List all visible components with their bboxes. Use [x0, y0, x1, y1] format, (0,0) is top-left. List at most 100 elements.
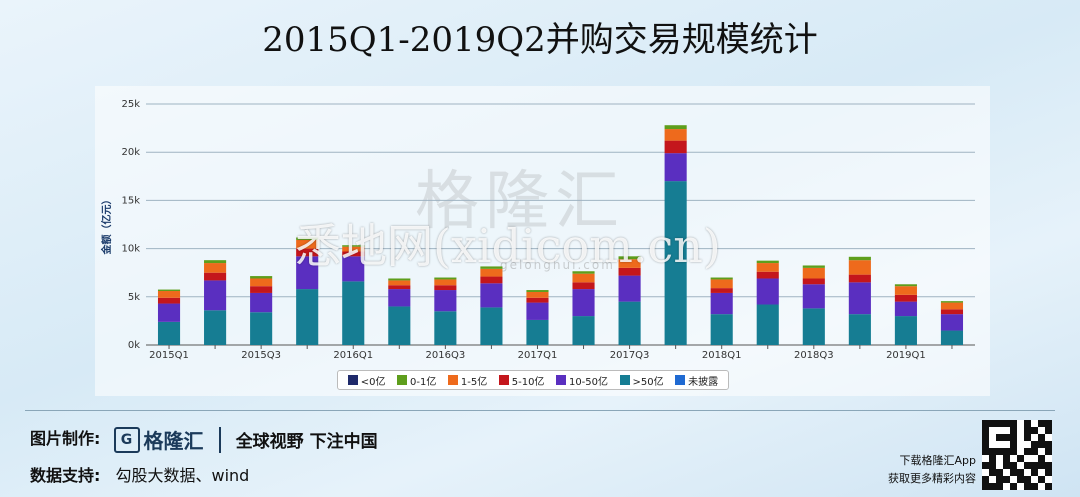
legend-label: <0亿: [360, 376, 386, 388]
bar-segment: [434, 285, 457, 291]
y-tick-label: 5k: [128, 292, 140, 303]
bar-segment: [388, 306, 411, 345]
bar-segment: [434, 279, 457, 286]
app-download-line1: 下载格隆汇App: [899, 454, 977, 467]
bar-segment: [296, 289, 319, 345]
bar-segment: [572, 289, 595, 317]
x-tick-label: 2018Q3: [794, 350, 834, 361]
qr-code-icon[interactable]: [982, 420, 1052, 490]
brand-logo: G 格隆汇: [113, 425, 204, 454]
bar-segment: [296, 237, 319, 240]
bar-segment: [204, 272, 227, 281]
y-tick-label: 20k: [121, 147, 140, 158]
x-tick-label: 2019Q1: [886, 350, 926, 361]
data-support-label: 数据支持:: [30, 466, 101, 485]
bar-segment: [434, 311, 457, 345]
watermark-logo: 格隆汇: [415, 165, 625, 239]
legend-item[interactable]: 未披露: [675, 373, 718, 388]
legend-label: 10-50亿: [568, 376, 609, 388]
bar-segment: [480, 268, 503, 277]
brand-separator: [218, 426, 221, 453]
bar-segment: [940, 309, 964, 315]
bar-segment: [434, 277, 457, 280]
legend-label: 未披露: [688, 376, 719, 388]
bar-segment: [526, 302, 549, 320]
bar-segment: [204, 260, 227, 264]
bar-segment: [802, 278, 825, 285]
chart-legend: <0亿 0-1亿 1-5亿 5-10亿 10-50亿 >50亿 未披露: [337, 370, 729, 390]
bar-segment: [664, 181, 687, 345]
brand-name: 格隆汇: [143, 429, 204, 453]
bar-segment: [157, 291, 181, 298]
bar-segment: [802, 265, 825, 268]
bar-segment: [894, 316, 917, 345]
legend-item[interactable]: 10-50亿: [555, 373, 609, 388]
bar-segment: [894, 294, 917, 302]
x-tick-label: 2017Q1: [518, 350, 558, 361]
x-tick-label: 2015Q3: [241, 350, 281, 361]
bar-segment: [388, 285, 411, 290]
bar-segment: [756, 263, 779, 272]
bar-segment: [756, 260, 779, 264]
bar-segment: [342, 245, 365, 247]
bar-segment: [480, 307, 503, 345]
bar-segment: [802, 284, 825, 309]
bar-segment: [250, 278, 273, 287]
legend-item[interactable]: >50亿: [619, 373, 664, 388]
legend-item[interactable]: <0亿: [347, 373, 386, 388]
bar-segment: [618, 256, 641, 260]
bar-segment: [710, 292, 733, 315]
y-tick-label: 10k: [121, 244, 140, 255]
bar-segment: [802, 308, 825, 345]
legend-item[interactable]: 1-5亿: [447, 373, 487, 388]
legend-swatch: [675, 375, 686, 385]
bar-segment: [157, 321, 181, 345]
watermark-url: gelonghui.com: [500, 258, 615, 272]
bar-segment: [480, 266, 503, 269]
bar-segment: [296, 256, 319, 290]
bar-segment: [940, 301, 964, 303]
bar-segment: [894, 284, 917, 287]
legend-label: 5-10亿: [511, 376, 545, 388]
bar-segment: [664, 153, 687, 182]
brand-mark-icon: G: [113, 426, 140, 453]
bar-segment: [526, 290, 549, 292]
bar-segment: [848, 260, 871, 275]
bar-segment: [710, 314, 733, 345]
bar-segment: [204, 263, 227, 273]
x-tick-label: 2016Q1: [333, 350, 373, 361]
x-tick-label: 2015Q1: [149, 350, 189, 361]
bar-segment: [756, 278, 779, 305]
bar-segment: [848, 282, 871, 315]
bar-segment: [572, 316, 595, 345]
bar-segment: [204, 280, 227, 311]
bar-segment: [342, 251, 365, 257]
legend-item[interactable]: 5-10亿: [498, 373, 545, 388]
bar-segment: [664, 125, 687, 130]
bar-segment: [848, 314, 871, 345]
legend-swatch: [498, 375, 509, 385]
bar-segment: [480, 276, 503, 284]
bar-segment: [526, 297, 549, 303]
bar-segment: [250, 276, 273, 279]
made-by-label: 图片制作:: [30, 429, 101, 448]
bar-segment: [756, 271, 779, 279]
legend-label: >50亿: [632, 376, 664, 388]
x-tick-label: 2017Q3: [610, 350, 650, 361]
bar-segment: [894, 301, 917, 317]
bar-segment: [848, 274, 871, 283]
made-by-row: 图片制作: G 格隆汇 全球视野 下注中国: [30, 425, 378, 454]
legend-swatch: [447, 375, 458, 385]
x-tick-label: 2016Q3: [426, 350, 466, 361]
footer-divider: [25, 410, 1055, 411]
bar-segment: [296, 239, 319, 249]
legend-item[interactable]: 0-1亿: [397, 373, 436, 388]
bar-segment: [250, 286, 273, 293]
bar-segment: [157, 303, 181, 322]
bar-segment: [940, 330, 964, 345]
bar-segment: [157, 297, 181, 304]
y-tick-label: 0k: [128, 340, 140, 351]
bar-segment: [572, 282, 595, 290]
bar-segment: [434, 290, 457, 312]
